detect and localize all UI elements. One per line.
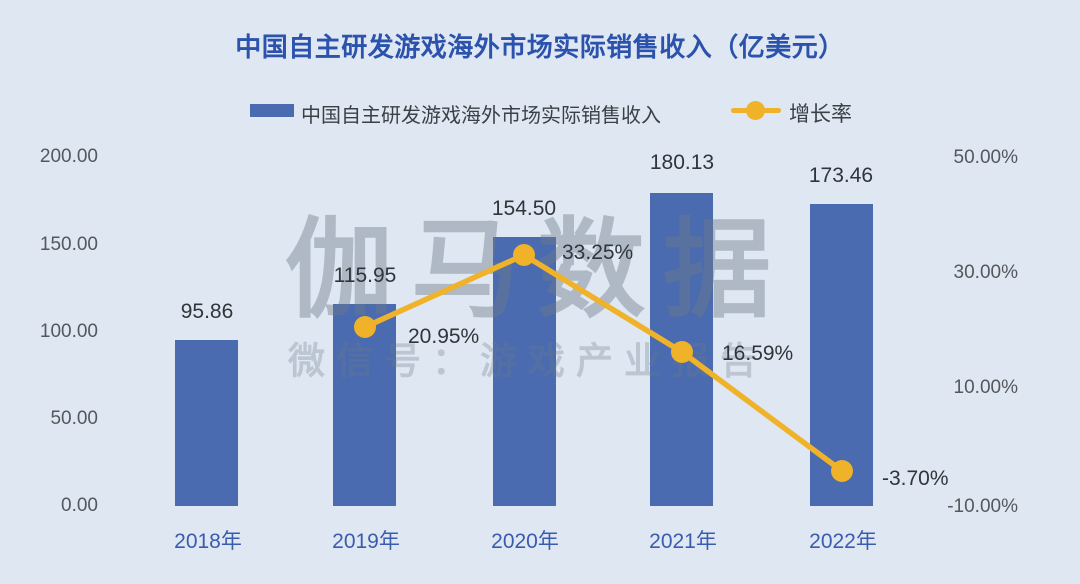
left-axis-tick-50: 50.00 [50, 408, 98, 429]
x-label-2018: 2018年 [174, 530, 242, 553]
legend-bar-swatch [250, 104, 294, 117]
watermark-wechat: 微信号：游戏产业报告 [288, 340, 768, 382]
bar-value-2021: 180.13 [649, 151, 715, 174]
bar-2019 [333, 304, 396, 506]
bar-value-2018: 95.86 [180, 300, 234, 323]
legend-line-dot-icon [746, 101, 765, 120]
x-label-2020: 2020年 [491, 530, 559, 553]
legend-line-label: 增长率 [789, 103, 852, 126]
left-axis-tick-200: 200.00 [39, 146, 98, 167]
growth-value-2021: 16.59% [722, 342, 794, 365]
chart-title: 中国自主研发游戏海外市场实际销售收入（亿美元） [235, 32, 845, 62]
bar-value-2019: 115.95 [333, 264, 397, 287]
right-axis-tick-neg10pct: -10.00% [947, 496, 1018, 517]
left-axis-tick-150: 150.00 [39, 234, 98, 255]
x-label-2022: 2022年 [809, 530, 877, 553]
bar-value-2020: 154.50 [491, 197, 557, 220]
bar-2018 [175, 340, 238, 506]
right-axis-tick-10pct: 10.00% [953, 377, 1018, 398]
right-axis-tick-50pct: 50.00% [953, 147, 1018, 168]
growth-value-2019: 20.95% [408, 325, 480, 348]
right-axis-tick-30pct: 30.00% [953, 262, 1018, 283]
bar-value-2022: 173.46 [808, 164, 874, 187]
bar-2022 [810, 204, 873, 506]
left-axis-tick-100: 100.00 [39, 321, 98, 342]
left-axis-tick-0: 0.00 [61, 495, 98, 516]
legend-bar-label: 中国自主研发游戏海外市场实际销售收入 [301, 105, 661, 127]
x-label-2021: 2021年 [649, 530, 717, 553]
growth-value-2020: 33.25% [562, 241, 634, 264]
growth-value-2022: -3.70% [882, 467, 949, 490]
x-label-2019: 2019年 [332, 530, 400, 553]
